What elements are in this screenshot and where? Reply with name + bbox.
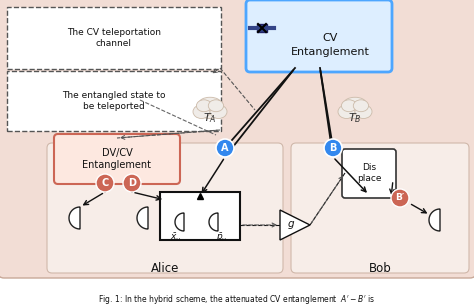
Text: $\bar{x}_u$: $\bar{x}_u$ <box>170 232 182 244</box>
Text: Alice: Alice <box>151 261 179 274</box>
Ellipse shape <box>210 105 227 119</box>
Circle shape <box>324 139 342 157</box>
Text: Fig. 1: In the hybrid scheme, the attenuated CV entanglement  $A' - B'$ is: Fig. 1: In the hybrid scheme, the attenu… <box>98 293 376 306</box>
Polygon shape <box>429 209 440 231</box>
FancyBboxPatch shape <box>342 149 396 198</box>
Ellipse shape <box>341 102 369 119</box>
Polygon shape <box>209 213 218 231</box>
Circle shape <box>96 174 114 192</box>
Ellipse shape <box>341 100 357 112</box>
Text: B′: B′ <box>395 193 405 202</box>
FancyBboxPatch shape <box>47 143 283 273</box>
Circle shape <box>216 139 234 157</box>
FancyBboxPatch shape <box>7 71 221 131</box>
Text: D: D <box>128 178 136 188</box>
Polygon shape <box>175 213 184 231</box>
Text: The CV teleportation
channel: The CV teleportation channel <box>67 28 161 48</box>
Ellipse shape <box>344 97 366 109</box>
Text: $\bar{p}_v$: $\bar{p}_v$ <box>216 232 228 245</box>
Ellipse shape <box>353 100 369 112</box>
Text: The entangled state to
be teleported: The entangled state to be teleported <box>62 91 166 111</box>
Ellipse shape <box>208 100 224 112</box>
FancyBboxPatch shape <box>7 7 221 69</box>
Text: B: B <box>329 143 337 153</box>
FancyBboxPatch shape <box>54 134 180 184</box>
Text: DV/CV
Entanglement: DV/CV Entanglement <box>82 148 152 170</box>
Text: Dis
place: Dis place <box>357 163 381 183</box>
FancyBboxPatch shape <box>246 0 392 72</box>
Bar <box>160 192 240 240</box>
FancyBboxPatch shape <box>0 0 474 278</box>
Ellipse shape <box>355 105 372 119</box>
Text: Bob: Bob <box>369 261 392 274</box>
Circle shape <box>123 174 141 192</box>
Bar <box>257 24 267 32</box>
Circle shape <box>391 189 409 207</box>
Polygon shape <box>280 210 310 240</box>
Ellipse shape <box>196 100 212 112</box>
Text: $T_A$: $T_A$ <box>203 111 217 125</box>
Text: $g$: $g$ <box>287 219 295 231</box>
Polygon shape <box>137 207 148 229</box>
Ellipse shape <box>193 105 210 119</box>
FancyBboxPatch shape <box>291 143 469 273</box>
Text: CV
Entanglement: CV Entanglement <box>291 33 369 57</box>
Text: $T_B$: $T_B$ <box>348 111 362 125</box>
Text: A: A <box>221 143 229 153</box>
Ellipse shape <box>338 105 355 119</box>
Text: C: C <box>101 178 109 188</box>
Polygon shape <box>69 207 80 229</box>
Ellipse shape <box>196 102 224 119</box>
Ellipse shape <box>199 97 221 109</box>
